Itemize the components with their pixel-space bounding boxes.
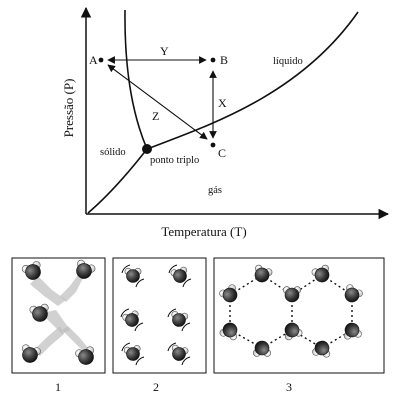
- water-molecule: [171, 344, 189, 361]
- panel-3: 3: [213, 257, 385, 394]
- water-molecule: [312, 340, 331, 358]
- point-c-label: C: [218, 146, 226, 160]
- oxygen-atom: [254, 267, 270, 283]
- point-c-marker: [210, 142, 216, 148]
- panel-1: 1: [11, 257, 106, 394]
- y-axis-label: Pressão (P): [61, 79, 76, 138]
- gas-molecules: [21, 259, 96, 365]
- motion-arcs: [167, 308, 191, 332]
- water-molecule: [76, 259, 96, 279]
- water-molecule: [219, 284, 238, 303]
- motion-arcs: [120, 308, 144, 332]
- triple-point-marker: [142, 144, 152, 154]
- water-molecule: [311, 264, 330, 283]
- water-molecule: [29, 303, 49, 322]
- oxygen-atom: [222, 322, 238, 338]
- water-molecule: [219, 322, 238, 341]
- oxygen-atom: [344, 322, 360, 338]
- point-b-marker: [210, 57, 216, 63]
- point-b-label: B: [220, 53, 228, 67]
- oxygen-atom: [284, 322, 300, 338]
- water-molecule: [124, 267, 142, 283]
- water-molecule: [171, 311, 189, 327]
- panel-3-label: 3: [286, 380, 292, 394]
- oxygen-atom: [222, 287, 238, 303]
- water-molecule: [21, 344, 41, 363]
- water-molecule: [343, 322, 362, 340]
- oxygen-atom: [126, 269, 140, 283]
- water-molecule: [344, 284, 363, 303]
- oxygen-atom: [284, 287, 300, 303]
- motion-arcs: [121, 264, 145, 288]
- oxygen-atom: [76, 263, 92, 279]
- sublimation-curve: [87, 148, 148, 214]
- arrow-z: [107, 64, 208, 140]
- water-molecule: [21, 261, 41, 280]
- panel-2-label: 2: [153, 380, 159, 394]
- triple-point-label: ponto triplo: [150, 155, 199, 166]
- water-molecule: [254, 264, 273, 283]
- water-molecule: [252, 340, 272, 357]
- water-molecule: [170, 266, 188, 283]
- water-molecule: [284, 322, 303, 341]
- motion-arcs: [121, 342, 145, 366]
- solid-molecules: [219, 264, 363, 358]
- oxygen-atom: [314, 340, 330, 356]
- motion-trail: [42, 310, 70, 334]
- panel-3-frame: [213, 257, 385, 374]
- motion-arcs: [168, 264, 192, 288]
- oxygen-atom: [172, 313, 186, 327]
- oxygen-atom: [254, 340, 270, 356]
- oxygen-atom: [125, 313, 139, 327]
- liquid-molecules: [120, 264, 192, 366]
- point-a-marker: [98, 57, 104, 63]
- vaporization-curve: [146, 11, 359, 150]
- water-molecule: [75, 346, 95, 365]
- oxygen-atom: [344, 287, 360, 303]
- motion-trail: [62, 326, 88, 352]
- oxygen-atom: [126, 347, 140, 361]
- arrow-y-label: Y: [160, 44, 169, 58]
- oxygen-atom: [172, 347, 186, 361]
- arrow-z-label: Z: [152, 109, 159, 123]
- oxygen-atom: [78, 349, 94, 365]
- oxygen-atom: [32, 306, 48, 322]
- water-molecule: [122, 310, 139, 327]
- oxygen-atom: [22, 347, 38, 363]
- motion-arcs: [167, 342, 191, 366]
- x-axis-label: Temperatura (T): [161, 224, 246, 239]
- water-molecule: [123, 345, 141, 361]
- oxygen-atom: [314, 267, 330, 283]
- motion-trail: [34, 326, 64, 356]
- region-solid-label: sólido: [100, 147, 126, 158]
- panel-1-label: 1: [55, 380, 61, 394]
- region-liquid-label: líquido: [273, 56, 303, 67]
- arrow-x-label: X: [218, 96, 227, 110]
- point-a-label: A: [89, 53, 98, 67]
- oxygen-atom: [25, 264, 41, 280]
- region-gas-label: gás: [208, 185, 222, 196]
- motion-trail: [60, 272, 84, 302]
- oxygen-atom: [173, 269, 187, 283]
- water-molecule: [282, 286, 302, 303]
- panel-2: 2: [112, 257, 207, 394]
- phase-diagram: Pressão (P) Temperatura (T) ponto triplo…: [61, 6, 390, 239]
- motion-trail: [30, 276, 66, 306]
